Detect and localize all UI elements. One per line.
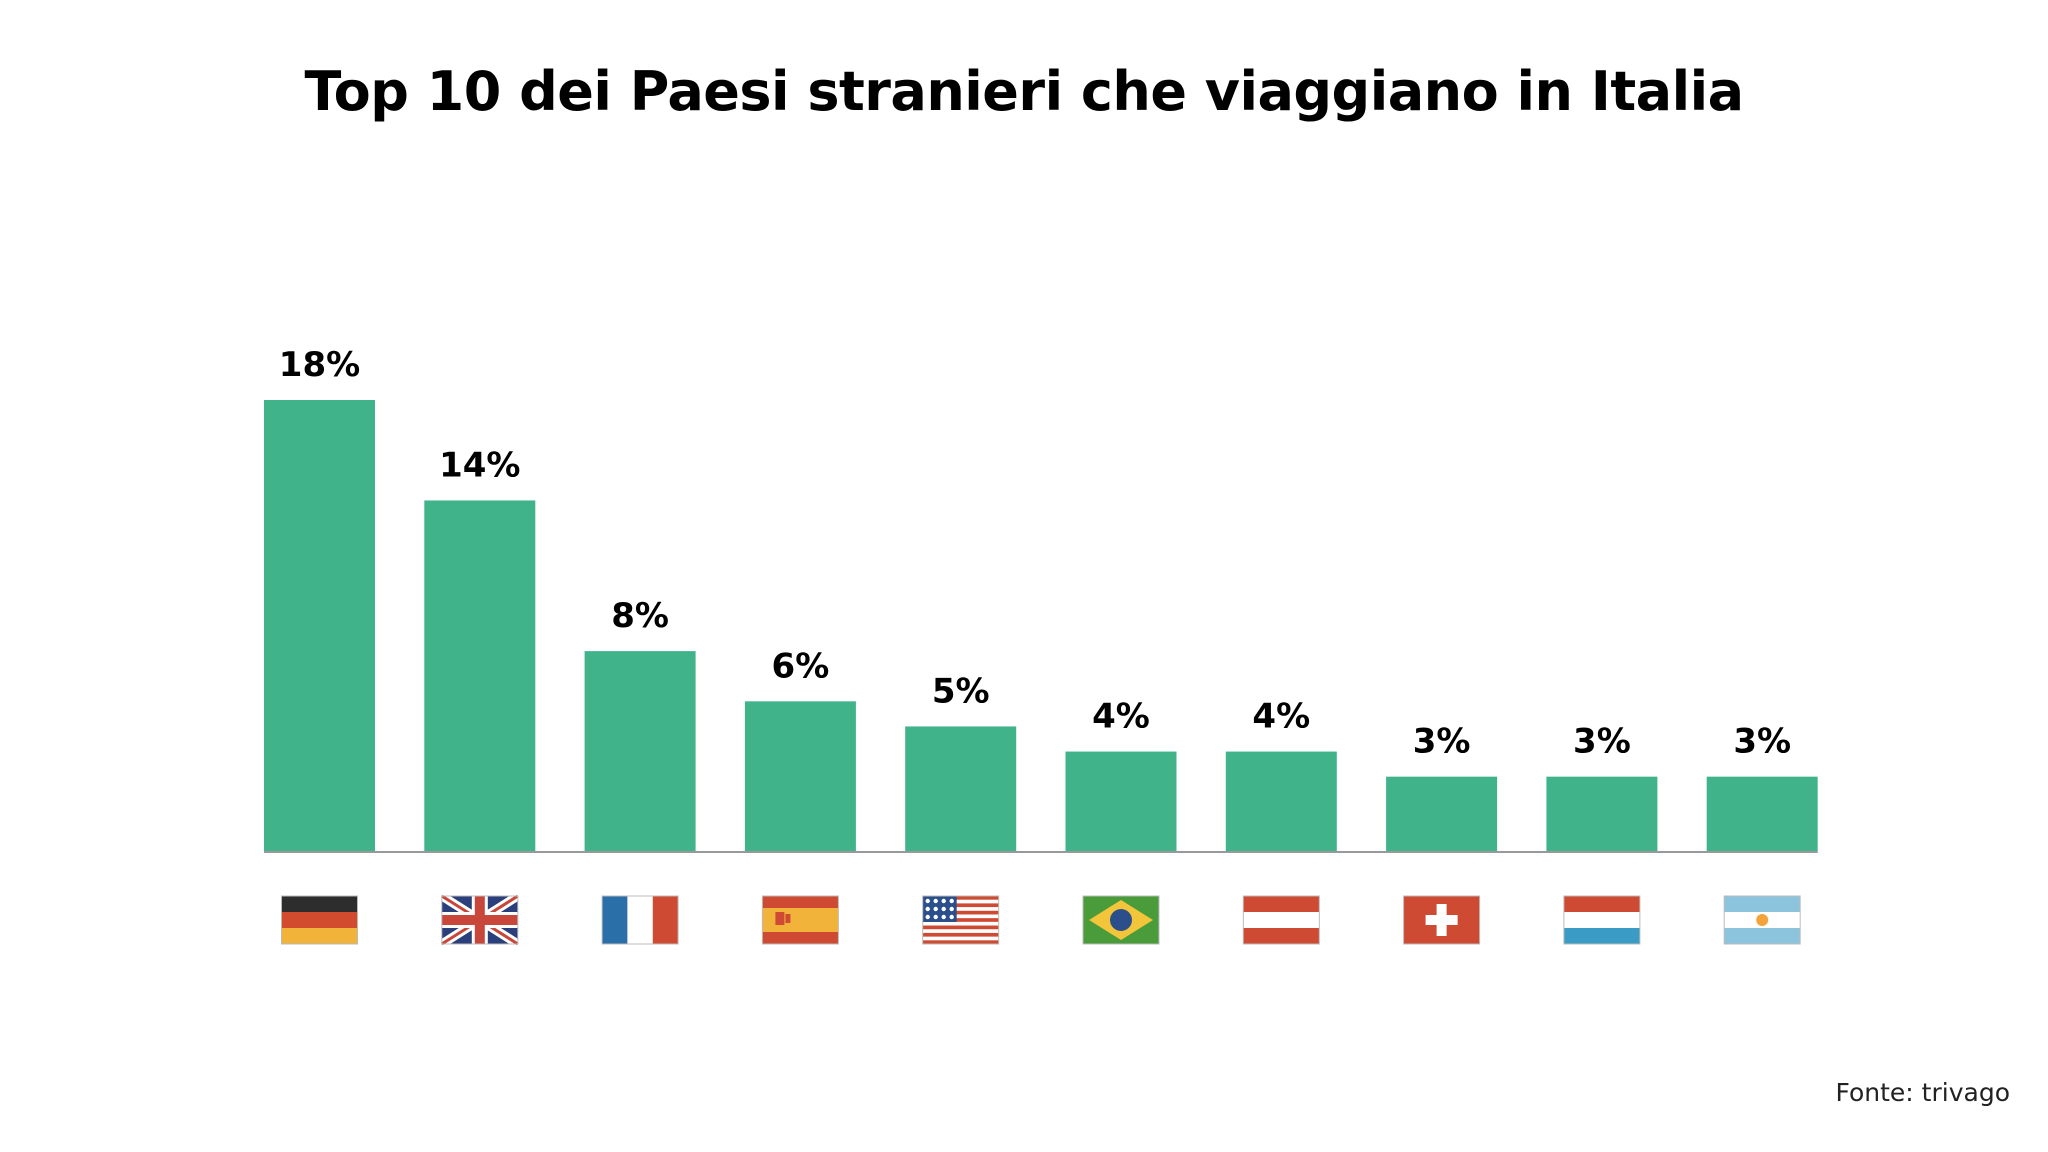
chart-title: Top 10 dei Paesi stranieri che viaggiano…	[304, 60, 1744, 123]
brazil-flag-icon	[1082, 895, 1160, 945]
value-label-7: 3%	[1413, 722, 1471, 762]
bar-0	[264, 400, 375, 852]
bar-7	[1386, 776, 1498, 852]
flags-layer	[281, 892, 1801, 948]
bar-1	[424, 500, 536, 852]
austria-flag-icon	[1242, 895, 1320, 945]
bar-6	[1225, 751, 1337, 852]
value-label-0: 18%	[279, 345, 360, 385]
bar-2	[584, 651, 696, 852]
bar-4	[905, 726, 1017, 852]
bar-9	[1706, 776, 1818, 852]
source-note: Fonte: trivago	[1835, 1078, 2011, 1107]
value-label-9: 3%	[1733, 722, 1791, 762]
bars-layer	[264, 400, 1818, 852]
value-labels-layer: 18% 14% 8% 6% 5% 4% 4% 3% 3% 3%	[279, 345, 1791, 762]
value-label-6: 4%	[1252, 697, 1310, 737]
uk-flag-icon	[439, 892, 521, 948]
netherlands-flag-icon	[1563, 895, 1641, 945]
switzerland-flag-icon	[1403, 895, 1481, 945]
germany-flag-icon	[281, 895, 358, 945]
bar-3	[744, 701, 856, 852]
bar-5	[1065, 751, 1177, 852]
argentina-flag-icon	[1723, 895, 1801, 945]
value-label-8: 3%	[1573, 722, 1631, 762]
value-label-4: 5%	[932, 671, 990, 711]
value-label-3: 6%	[772, 646, 830, 686]
value-label-5: 4%	[1092, 697, 1150, 737]
value-label-1: 14%	[439, 445, 520, 485]
value-label-2: 8%	[611, 596, 669, 636]
france-flag-icon	[601, 895, 679, 945]
usa-flag-icon	[922, 895, 1000, 945]
bar-8	[1546, 776, 1658, 852]
spain-flag-icon	[761, 895, 839, 945]
